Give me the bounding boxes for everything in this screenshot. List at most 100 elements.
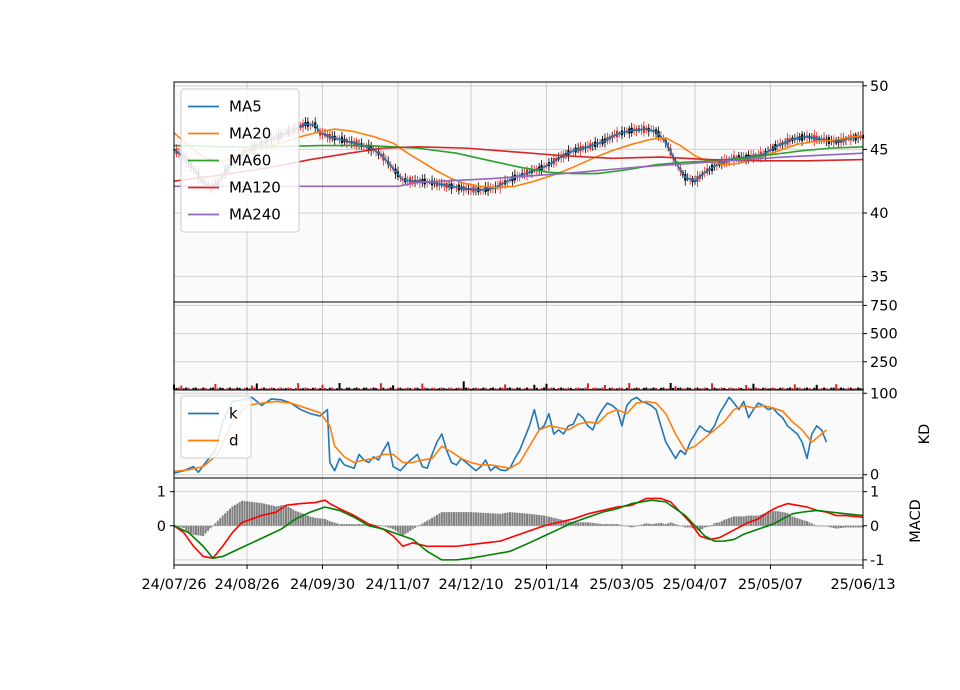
macd-histogram-bar <box>180 525 183 528</box>
volume-bar <box>343 388 346 390</box>
volume-bar <box>528 388 531 390</box>
volume-bar <box>616 388 619 390</box>
volume-bar <box>267 388 270 390</box>
macd-histogram-bar <box>243 501 246 526</box>
macd-histogram-bar <box>840 525 843 529</box>
volume-bar <box>406 387 409 390</box>
macd-histogram-bar <box>501 513 504 526</box>
volume-bar <box>745 384 748 390</box>
macd-histogram-bar <box>786 512 789 526</box>
volume-bar <box>389 387 392 390</box>
macd-histogram-bar <box>759 514 762 526</box>
macd-histogram-bar <box>659 522 662 526</box>
macd-histogram-bar <box>187 525 190 533</box>
volume-bar <box>452 388 455 390</box>
volume-bar <box>584 387 587 390</box>
volume-bar <box>774 388 777 390</box>
volume-bar <box>255 383 258 390</box>
volume-bar <box>392 385 395 390</box>
x-tick-label: 24/07/26 <box>141 577 206 593</box>
macd-histogram-bar <box>197 525 200 536</box>
macd-series-dif <box>173 497 864 559</box>
volume-bar <box>526 387 529 390</box>
macd-histogram-bar <box>803 520 806 526</box>
volume-bar <box>438 388 441 390</box>
kd-y-tick-label: 100 <box>870 386 898 402</box>
volume-bar <box>506 387 509 390</box>
volume-bar <box>652 387 655 390</box>
macd-histogram-bar <box>438 513 441 526</box>
volume-bar <box>796 387 799 390</box>
volume-bar <box>175 387 178 390</box>
macd-histogram-bar <box>511 512 514 526</box>
volume-bar <box>728 387 731 390</box>
macd-histogram-bar <box>538 514 541 526</box>
macd-histogram-bar <box>616 524 619 526</box>
volume-bar <box>382 387 385 390</box>
volume-bar <box>289 387 292 390</box>
macd-histogram-bar <box>404 525 407 535</box>
macd-histogram-bar <box>267 504 270 526</box>
macd-histogram-bar <box>620 525 623 526</box>
macd-histogram-bar <box>204 525 207 534</box>
macd-histogram-bar <box>406 525 409 533</box>
volume-bar <box>545 383 548 390</box>
macd-histogram-bar <box>272 505 275 526</box>
macd-histogram-bar <box>827 525 830 527</box>
volume-bar <box>711 383 714 390</box>
macd-histogram-bar <box>594 523 597 526</box>
volume-bar <box>684 388 687 390</box>
volume-bar <box>182 388 185 390</box>
volume-bar <box>560 387 563 390</box>
volume-bar <box>691 388 694 390</box>
macd-histogram-bar <box>508 512 511 526</box>
macd-histogram-bar <box>798 518 801 526</box>
volume-bar <box>246 387 249 390</box>
macd-histogram-bar <box>635 525 638 527</box>
macd-histogram-bar <box>842 525 845 528</box>
macd-histogram-bar <box>328 521 331 526</box>
volume-bar <box>355 387 358 390</box>
x-tick-label: 24/09/30 <box>290 577 355 593</box>
volume-bar <box>358 388 361 390</box>
volume-bar <box>387 388 390 390</box>
macd-histogram-bar <box>832 525 835 529</box>
volume-bar <box>708 388 711 390</box>
macd-histogram-bar <box>572 522 575 526</box>
macd-histogram-bar <box>177 525 180 527</box>
macd-histogram-bar <box>226 510 229 526</box>
volume-bar <box>582 388 585 390</box>
volume-bar <box>750 388 753 390</box>
volume-bar <box>333 388 336 390</box>
macd-histogram-bar <box>730 517 733 526</box>
volume-bar <box>185 387 188 390</box>
vol-y-tick-label: 250 <box>870 355 898 371</box>
macd-histogram-bar <box>382 525 385 527</box>
macd-histogram-bar <box>579 522 582 526</box>
volume-bar <box>669 383 672 390</box>
macd-histogram-bar <box>292 509 295 526</box>
volume-bar <box>487 388 490 390</box>
volume-bar <box>591 387 594 390</box>
x-tick-label: 25/06/13 <box>830 577 895 593</box>
volume-bar <box>679 387 682 390</box>
volume-bar <box>214 383 217 390</box>
macd-histogram-bar <box>233 505 236 526</box>
volume-bar <box>857 387 860 390</box>
macd-histogram-bar <box>601 524 604 526</box>
volume-bar <box>574 387 577 390</box>
macd-histogram-bar <box>564 520 567 526</box>
volume-bar <box>311 387 314 390</box>
macd-histogram-bar <box>282 505 285 526</box>
macd-histogram-bar <box>248 501 251 526</box>
price-y-tick-label: 40 <box>870 206 888 222</box>
volume-bar <box>258 388 261 390</box>
price-series-MA60 <box>173 144 864 175</box>
volume-bar <box>676 387 679 390</box>
volume-bar <box>238 387 241 390</box>
macd-histogram-bar <box>844 525 847 528</box>
macd-histogram-bar <box>793 517 796 526</box>
volume-bar <box>482 387 485 390</box>
volume-bar <box>411 388 414 390</box>
macd-histogram-bar <box>667 523 670 526</box>
